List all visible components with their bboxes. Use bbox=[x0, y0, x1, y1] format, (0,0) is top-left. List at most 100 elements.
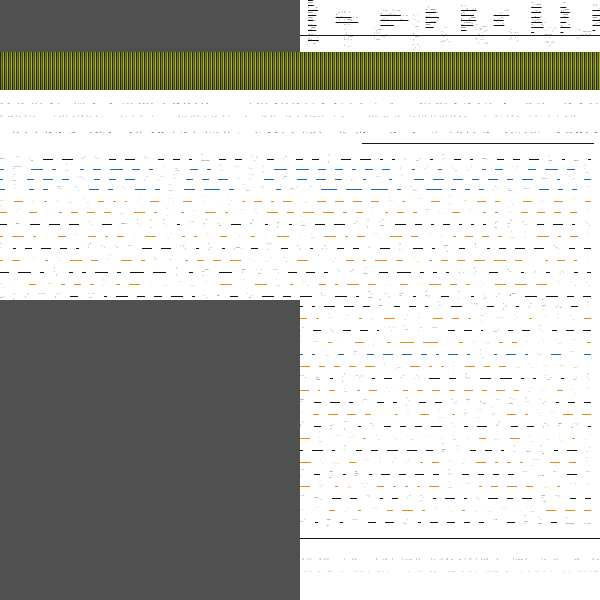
content-texture: -._ bbox=[479, 399, 486, 404]
content-texture: ¸_- bbox=[492, 327, 500, 332]
content-dash bbox=[538, 188, 550, 190]
content-dash bbox=[470, 295, 475, 297]
content-dash bbox=[90, 259, 99, 261]
content-texture: ´¸˜ bbox=[250, 156, 259, 161]
content-texture: -˜ bbox=[349, 269, 355, 274]
nav-subtexture: ¸˙¯ -¸-_‚.·¸ bbox=[440, 26, 451, 42]
content-dash bbox=[300, 353, 303, 355]
content-texture: ¯ ¸_ bbox=[438, 409, 444, 418]
content-dash bbox=[400, 341, 415, 343]
content-texture: ¯ . bbox=[457, 291, 461, 300]
content-dash bbox=[335, 485, 339, 487]
content-dash bbox=[184, 188, 195, 190]
content-dash bbox=[446, 521, 456, 523]
footer-texture: ´‚.˙˜ .´‚—`˙˙¨¸´´ bbox=[375, 559, 421, 561]
content-texture: ¸¸ bbox=[485, 339, 491, 344]
content-texture: ˜ —¯ bbox=[319, 479, 324, 492]
content-texture: -¨ bbox=[353, 221, 359, 226]
content-texture: .‚— bbox=[395, 361, 402, 370]
content-dash bbox=[17, 271, 32, 273]
dense-texture-c: ‚·˙´·—·`·´¨-´_¯ ¸˙˜ bbox=[426, 133, 490, 135]
content-row: ‚˘— ˘¸¨ _¨ ‚˙- .´¸ ˜¯ bbox=[300, 386, 600, 394]
content-dash bbox=[487, 178, 498, 180]
content-texture: `. bbox=[88, 221, 93, 226]
content-dash bbox=[368, 521, 377, 523]
content-dash bbox=[369, 473, 372, 475]
content-texture: ˜ -_ bbox=[540, 445, 545, 454]
content-dash bbox=[429, 521, 438, 523]
content-texture: .´¸ bbox=[571, 385, 577, 394]
content-dash bbox=[426, 449, 433, 451]
gray-block-bottom-left bbox=[0, 300, 300, 600]
footer-subtexture: `‚··¯ ‚-´¯ _¯ ¸‚`‚ bbox=[521, 571, 555, 572]
content-dash bbox=[0, 223, 7, 225]
content-dash bbox=[514, 247, 526, 249]
content-dash bbox=[569, 497, 576, 499]
content-texture: _¸. bbox=[494, 435, 502, 440]
content-dash bbox=[566, 329, 575, 331]
content-texture: —¨_ bbox=[541, 493, 547, 502]
content-dash bbox=[371, 449, 379, 451]
content-dash bbox=[481, 389, 488, 391]
content-texture: ¸¸¯ bbox=[165, 233, 173, 238]
content-dash bbox=[349, 365, 356, 367]
content-dash bbox=[463, 389, 473, 391]
content-texture: ˘˙ bbox=[570, 351, 576, 356]
content-dash bbox=[42, 158, 54, 160]
content-dash bbox=[464, 425, 468, 427]
content-dash bbox=[525, 353, 528, 355]
content-dash bbox=[0, 271, 9, 273]
content-texture: ˜ ‚ bbox=[328, 154, 331, 163]
content-dash bbox=[352, 247, 360, 249]
content-dash bbox=[219, 158, 227, 160]
content-dash bbox=[251, 247, 258, 249]
content-dash bbox=[469, 158, 474, 160]
content-dash bbox=[137, 295, 145, 297]
content-dash bbox=[340, 158, 352, 160]
content-texture: ¨‚- bbox=[451, 399, 458, 404]
content-dash bbox=[421, 509, 425, 511]
content-dash bbox=[40, 271, 45, 273]
content-dash bbox=[391, 158, 395, 160]
content-texture: ˙_` bbox=[255, 269, 264, 274]
content-texture: ´˙˜ bbox=[470, 303, 479, 308]
content-dash bbox=[423, 341, 438, 343]
nav-subtexture: ˜ `´˙-˙—¸´—˜ ¨‚˘-˘‚˙ bbox=[412, 14, 421, 54]
content-dash bbox=[255, 283, 267, 285]
content-dash bbox=[32, 235, 37, 237]
content-texture: ´¨` bbox=[431, 327, 439, 332]
content-texture: ¨— bbox=[168, 184, 174, 193]
content-dash bbox=[513, 389, 520, 391]
content-dash bbox=[500, 377, 512, 379]
content-texture: ˙_ bbox=[323, 351, 329, 356]
content-dash bbox=[471, 178, 479, 180]
content-dash bbox=[513, 158, 520, 160]
content-dash bbox=[393, 305, 401, 307]
content-dash bbox=[429, 365, 433, 367]
content-texture: ´·— bbox=[537, 517, 543, 526]
content-texture: ·· bbox=[440, 233, 444, 238]
content-dash bbox=[464, 329, 473, 331]
content-texture: ¨˜ _ bbox=[477, 409, 483, 418]
content-dash bbox=[253, 200, 263, 202]
content-dash bbox=[430, 200, 440, 202]
content-texture: -´˘ bbox=[447, 457, 453, 466]
content-texture: `¨- bbox=[300, 375, 307, 380]
content-dash bbox=[495, 461, 499, 463]
content-texture: .` bbox=[263, 233, 269, 238]
content-dash bbox=[454, 158, 461, 160]
content-dash bbox=[29, 188, 35, 190]
content-texture: _´ bbox=[217, 291, 220, 300]
content-texture: .¨· bbox=[492, 186, 499, 191]
dense-texture-c: ·˘‚´´-‚¸˜ ˘˘ bbox=[127, 133, 165, 135]
content-dash bbox=[196, 259, 205, 261]
content-texture: ·¨¯ bbox=[312, 507, 320, 512]
content-dash bbox=[470, 223, 474, 225]
content-row: —. ´´ ·_ -˜ ·´´ ˜· ¨—— ´¸˜ ·˘ ˜ ‚ ·. _- ¨´ —. ·— __ bbox=[0, 155, 600, 163]
content-texture: -‚ bbox=[262, 164, 265, 173]
content-texture: ˘·˜ bbox=[356, 375, 364, 380]
content-dash bbox=[288, 271, 297, 273]
content-texture: ¸˜ bbox=[344, 507, 350, 512]
content-texture: .˙ bbox=[341, 339, 346, 344]
content-texture: `˘` bbox=[333, 435, 341, 440]
